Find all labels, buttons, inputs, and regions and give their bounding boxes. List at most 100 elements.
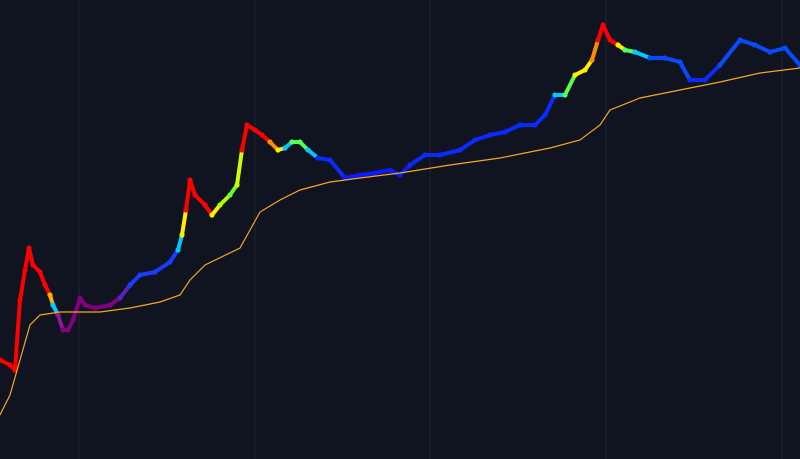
price-point <box>267 139 273 145</box>
price-segment <box>184 178 192 212</box>
price-point <box>187 177 193 183</box>
price-segment <box>438 148 462 157</box>
price-point <box>60 327 66 333</box>
price-segment <box>18 268 27 302</box>
price-point <box>305 147 311 153</box>
price-point <box>234 182 240 188</box>
price-segment <box>328 158 347 180</box>
price-segment <box>56 313 65 332</box>
price-point <box>77 295 83 301</box>
price-point <box>315 155 321 161</box>
price-point <box>502 129 508 135</box>
price-point <box>407 162 413 168</box>
price-point <box>582 67 588 73</box>
price-segment <box>180 208 188 237</box>
price-point <box>357 172 363 178</box>
price-point <box>282 145 288 151</box>
price-point <box>259 132 265 138</box>
price-segment <box>235 148 244 187</box>
price-point <box>55 312 61 318</box>
price-point <box>30 262 36 268</box>
price-segment <box>118 283 132 300</box>
price-point <box>297 139 303 145</box>
price-point <box>227 192 233 198</box>
price-point <box>137 272 143 278</box>
price-point <box>589 57 595 63</box>
price-point <box>517 122 523 128</box>
price-point <box>542 112 548 118</box>
price-point <box>17 297 23 303</box>
price-point <box>562 92 568 98</box>
price-point <box>372 170 378 176</box>
price-segment <box>71 296 82 322</box>
price-point <box>26 245 32 251</box>
price-point <box>107 302 113 308</box>
price-point <box>572 72 578 78</box>
price-point <box>327 157 333 163</box>
price-point <box>70 317 76 323</box>
price-point <box>7 362 13 368</box>
price-point <box>767 49 773 55</box>
price-point <box>422 152 428 158</box>
price-point <box>702 77 708 83</box>
price-point <box>615 42 621 48</box>
price-point <box>387 167 393 173</box>
price-point <box>600 22 606 28</box>
price-point <box>782 45 788 51</box>
price-segment <box>590 38 600 62</box>
price-point <box>607 37 613 43</box>
price-point <box>662 55 668 61</box>
price-segment <box>408 153 427 167</box>
price-point <box>737 37 743 43</box>
price-point <box>552 92 558 98</box>
price-segment <box>783 46 800 67</box>
price-segment <box>718 38 742 67</box>
price-point <box>717 62 723 68</box>
price-point <box>752 42 758 48</box>
price-segment <box>601 23 612 42</box>
price-point <box>152 269 158 275</box>
price-point <box>22 267 28 273</box>
price-point <box>289 139 295 145</box>
price-segment <box>473 133 492 142</box>
price-point <box>65 327 71 333</box>
price-point <box>632 49 638 55</box>
price-segment <box>188 178 197 197</box>
price-point <box>209 212 215 218</box>
moving-average-line <box>0 67 800 416</box>
price-point <box>175 247 181 253</box>
price-point <box>42 282 48 288</box>
price-segment <box>563 73 577 97</box>
price-point <box>487 132 493 138</box>
price-point <box>202 202 208 208</box>
price-point <box>92 305 98 311</box>
price-segment <box>703 63 722 82</box>
price-point <box>239 147 245 153</box>
price-point <box>47 292 53 298</box>
price-point <box>252 127 258 133</box>
price-segment <box>543 93 557 117</box>
price-point <box>797 62 800 68</box>
price-segment <box>13 298 22 372</box>
price-point <box>183 207 189 213</box>
price-segment <box>678 60 692 82</box>
price-segment <box>738 38 757 47</box>
price-segment <box>458 138 477 152</box>
price-point <box>127 282 133 288</box>
price-point <box>437 152 443 158</box>
price-point <box>179 232 185 238</box>
price-point <box>532 122 538 128</box>
price-segment <box>153 260 172 274</box>
price-point <box>192 192 198 198</box>
price-point <box>677 59 683 65</box>
price-point <box>457 147 463 153</box>
price-segment <box>633 50 652 60</box>
price-point <box>37 269 43 275</box>
price-point <box>595 37 601 43</box>
price-point <box>217 202 223 208</box>
price-point <box>647 55 653 61</box>
price-point <box>0 357 3 363</box>
